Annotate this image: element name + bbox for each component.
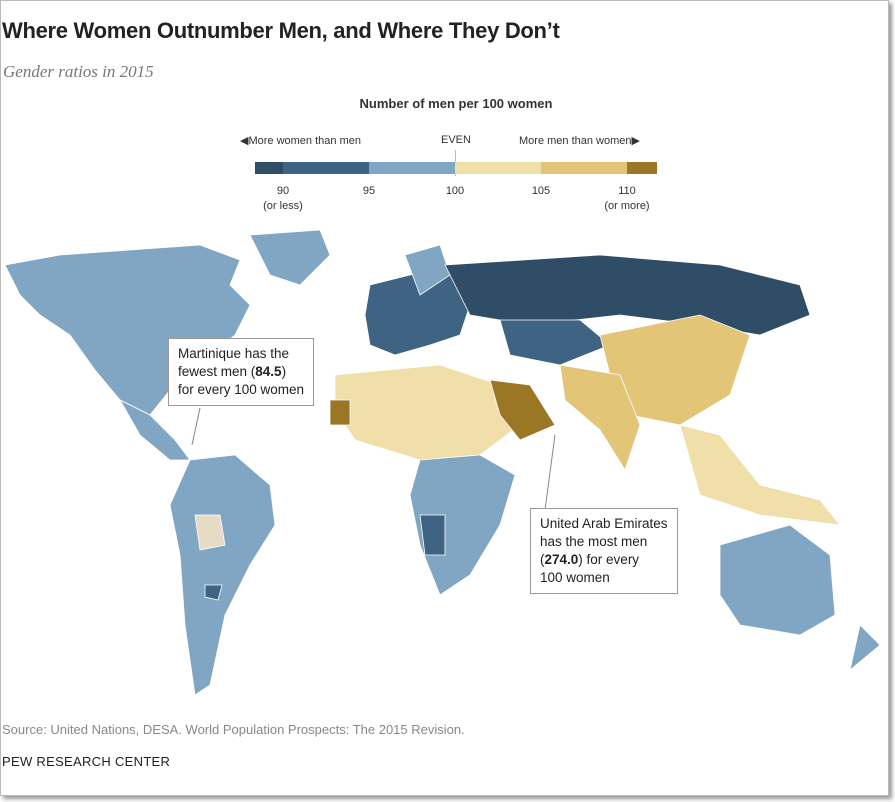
legend-tick-90: 90 (or less) [263,185,303,212]
region-western-sahara [329,399,351,426]
region-south-asia [559,364,641,471]
region-africa-north [334,364,521,461]
legend-swatch-105-110 [541,162,627,174]
legend-right-text: More men than women [519,135,632,147]
callout-martinique: Martinique has the fewest men (84.5) for… [168,338,315,406]
legend-swatch-lt90 [255,162,283,174]
legend-swatch-90-95 [283,162,369,174]
legend-right-label: More men than women▶ [519,135,640,147]
legend-tick-95: 95 [362,185,376,197]
legend-swatch-95-100 [369,162,455,174]
region-central-asia [499,319,611,366]
region-bolivia [194,514,226,551]
world-map [4,229,881,696]
source-note: Source: United Nations, DESA. World Popu… [2,722,465,737]
region-russia [444,254,811,336]
legend-swatch-gt110 [627,162,657,174]
region-uruguay [204,584,223,601]
legend-left-label: ◀More women than men [240,135,361,147]
region-south-america [169,454,276,696]
chart-subtitle: Gender ratios in 2015 [3,62,154,81]
region-namibia [419,514,446,556]
region-southeast-asia [679,424,841,526]
region-africa-south [409,454,516,596]
legend-left-text: More women than men [248,135,361,147]
legend-title: Number of men per 100 women [359,96,553,111]
callout-uae: United Arab Emirates has the most men (2… [530,508,678,594]
region-greenland [249,229,331,286]
legend-tick-105: 105 [531,185,551,197]
brand-label: PEW RESEARCH CENTER [2,754,171,769]
chart-title: Where Women Outnumber Men, and Where The… [2,18,560,43]
region-arabia [489,379,556,441]
legend-even-label: EVEN [441,134,471,146]
legend-tick-110: 110 (or more) [604,185,650,212]
region-new-zealand [849,624,881,672]
legend-tick-100: 100 [445,185,465,197]
region-australia [719,524,836,636]
legend-swatch-100-105 [455,162,541,174]
